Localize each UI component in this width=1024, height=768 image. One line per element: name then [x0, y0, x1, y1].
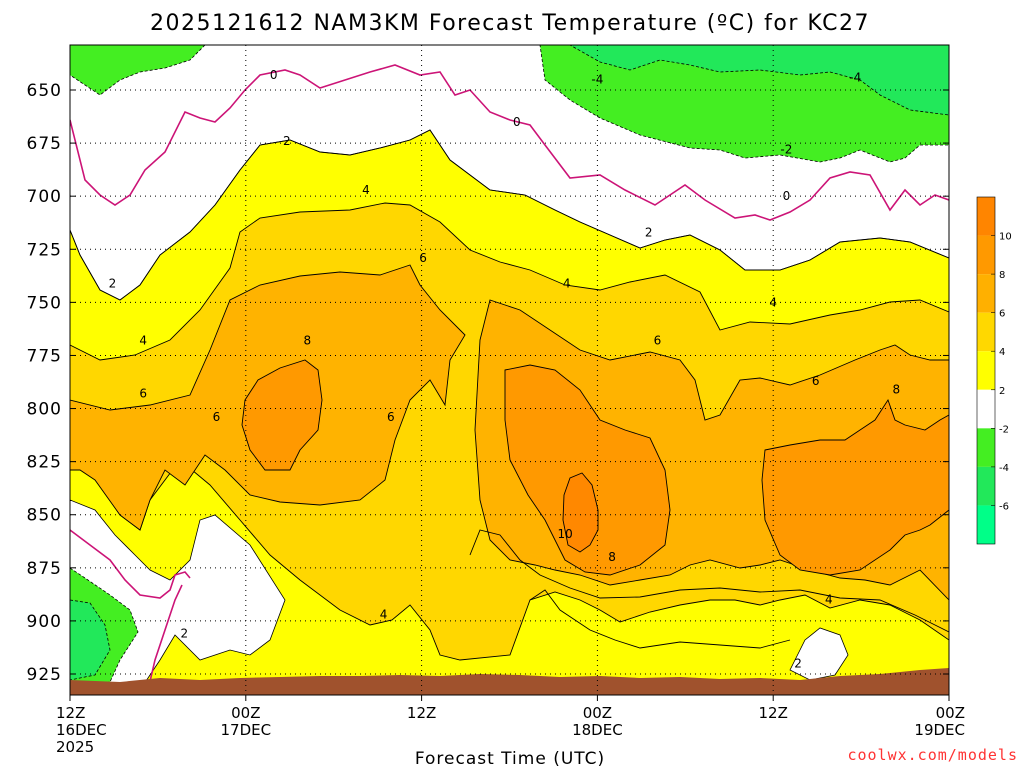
contour-label: 2 — [645, 225, 653, 239]
contour-line-4-mid — [469, 529, 949, 633]
contour-labels: 0 0 0 2 2 2 2 2 -4 -4 -2 4 4 4 4 4 4 6 6 6 6 6 6 8 8 8 10 — [109, 68, 900, 670]
legend-tick-label: 4 — [999, 347, 1005, 358]
legend-tick-label: -2 — [999, 424, 1009, 435]
x-tick-label-line1: 00Z — [231, 704, 260, 722]
band-orange-2 — [504, 364, 671, 576]
contour-label: 4 — [769, 295, 777, 309]
legend-band — [977, 466, 995, 506]
contour-label: 4 — [139, 334, 147, 348]
legend-band — [977, 351, 995, 390]
y-tick-label: 825 — [27, 453, 62, 473]
x-tick-label-line2: 17DEC — [221, 721, 272, 739]
contour-label: 10 — [558, 527, 573, 541]
x-tick-label-line1: 00Z — [936, 704, 965, 722]
x-tick-label-line3: 2025 — [56, 738, 94, 756]
contour-label: 8 — [608, 550, 616, 564]
contour-line-2-top — [70, 129, 949, 301]
legend-tick-label: 6 — [999, 309, 1005, 320]
legend-tick-label: -6 — [999, 501, 1009, 512]
legend-tick-label: 2 — [999, 386, 1005, 397]
band-green-deep-lowerleft — [70, 599, 111, 681]
ground-below-surface — [70, 668, 949, 695]
contour-label: 0 — [270, 68, 278, 82]
legend-band — [977, 235, 995, 275]
legend-band — [977, 389, 995, 429]
legend-band — [977, 505, 995, 544]
y-tick-label: 675 — [27, 134, 62, 154]
y-tick-label: 925 — [27, 665, 62, 685]
x-axis-label: Forecast Time (UTC) — [415, 749, 605, 768]
contour-label: 6 — [213, 410, 221, 424]
plot-frame — [69, 44, 950, 696]
x-tick-label-line2: 18DEC — [572, 721, 623, 739]
y-tick-label: 700 — [27, 187, 62, 207]
contour-label: 4 — [380, 608, 388, 622]
x-tick-label-line1: 12Z — [759, 704, 788, 722]
y-tick-label: 900 — [27, 612, 62, 632]
contour-label: 2 — [180, 627, 188, 641]
contour-label: 8 — [892, 382, 900, 396]
y-tick-label: 875 — [27, 559, 62, 579]
x-tick-label-line2: 16DEC — [56, 721, 107, 739]
contour-label: 2 — [109, 276, 117, 290]
contour-label: 4 — [563, 276, 571, 290]
legend-tick-label: 8 — [999, 270, 1005, 281]
contour-label: -2 — [780, 142, 792, 156]
contour-plot-area: 0 0 0 2 2 2 2 2 -4 -4 -2 4 4 4 4 4 4 6 6 6 6 6 6 8 8 8 10 — [70, 45, 949, 695]
contour-label: 6 — [654, 334, 662, 348]
freezing-line-lower-2 — [147, 584, 183, 691]
band-orange-dark — [562, 472, 599, 553]
legend-band — [977, 197, 995, 236]
contour-label: 0 — [783, 189, 791, 203]
gridlines — [70, 45, 949, 695]
y-tick-label: 800 — [27, 400, 62, 420]
legend-band — [977, 428, 995, 467]
chart-title: 2025121612 NAM3KM Forecast Temperature (… — [150, 11, 870, 36]
band-orange-3 — [761, 398, 949, 576]
contour-label: 4 — [362, 183, 370, 197]
contour-label: 4 — [825, 593, 833, 607]
contour-label: 0 — [513, 115, 521, 129]
contour-label: -4 — [849, 70, 861, 84]
contour-label: 2 — [794, 656, 802, 670]
credit-text: coolwx.com/models — [847, 746, 1018, 764]
y-tick-label: 725 — [27, 240, 62, 260]
y-tick-label: 650 — [27, 81, 62, 101]
x-tick-label-line1: 12Z — [407, 704, 436, 722]
legend-tick-label: -4 — [999, 463, 1009, 474]
contour-label: 6 — [139, 387, 147, 401]
contour-label: 6 — [419, 251, 427, 265]
contour-label: 6 — [812, 374, 820, 388]
band-green-deep-topright — [569, 45, 949, 116]
y-tick-label: 850 — [27, 506, 62, 526]
x-tick-label-line1: 12Z — [56, 704, 85, 722]
contour-label: 2 — [283, 134, 291, 148]
band-green-topleft — [70, 45, 206, 96]
x-tick-label-line2: 19DEC — [914, 721, 965, 739]
freezing-line-top — [70, 64, 949, 221]
y-tick-label: 775 — [27, 346, 62, 366]
contour-line-4-lower — [529, 589, 791, 649]
contour-label: 6 — [387, 410, 395, 424]
x-tick-label-line1: 00Z — [583, 704, 612, 722]
contour-label: -4 — [591, 72, 603, 86]
y-tick-label: 750 — [27, 293, 62, 313]
legend-band — [977, 312, 995, 352]
legend-frame — [976, 196, 996, 545]
band-orange-1 — [241, 359, 323, 471]
legend-colorbar: 10 8 6 4 2 -2 -4 -6 — [976, 196, 1012, 545]
freezing-line-lower — [70, 529, 191, 599]
legend-band — [977, 274, 995, 313]
legend-tick-label: 10 — [999, 232, 1012, 243]
contour-label: 8 — [304, 334, 312, 348]
